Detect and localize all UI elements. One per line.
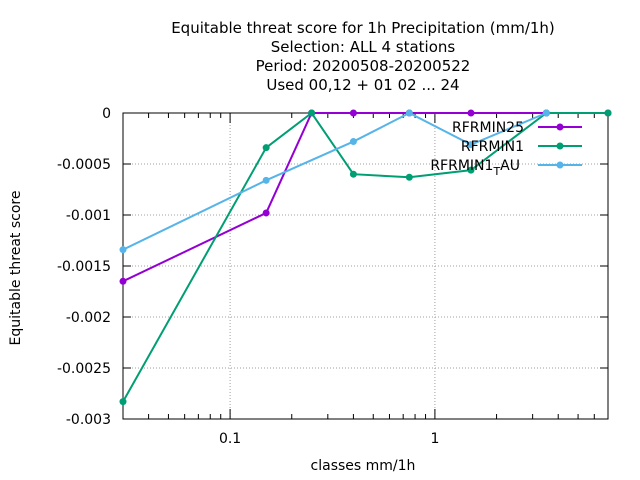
title-line-3: Period: 20200508-20200522 [256, 57, 471, 75]
data-point-1 [467, 166, 475, 174]
legend-sample-marker [556, 161, 564, 169]
axis-ticks: 0 -0.0005 -0.001 -0.0015 -0.002 -0.0025 -0.003… [57, 106, 608, 447]
data-point-2 [467, 141, 475, 149]
legend-sample-marker [556, 142, 564, 150]
y-tick-label: -0.001 [66, 208, 111, 224]
legend-label-rfrmin1: RFRMIN1 [461, 139, 524, 155]
series-line-2 [122, 111, 547, 251]
data-point-2 [119, 246, 127, 254]
data-point-0 [349, 109, 357, 117]
y-tick-label: -0.0015 [57, 259, 111, 275]
data-point-0 [467, 109, 475, 117]
data-point-2 [405, 109, 413, 117]
title-line-2: Selection: ALL 4 stations [271, 38, 456, 56]
data-point-0 [262, 209, 270, 217]
data-point-1 [349, 170, 357, 178]
data-point-2 [349, 138, 357, 146]
y-tick-label: -0.002 [66, 310, 111, 326]
title-line-4: Used 00,12 + 01 02 ... 24 [266, 76, 459, 94]
legend-label-rfrmin1-t-au: RFRMIN1TAU [430, 158, 520, 178]
title-line-1: Equitable threat score for 1h Precipitat… [171, 19, 555, 37]
legend: RFRMIN25 RFRMIN1 RFRMIN1TAU [430, 120, 582, 178]
data-point-1 [604, 109, 612, 117]
legend-label-main: RFRMIN1 [430, 158, 493, 174]
data-point-1 [262, 144, 270, 152]
legend-sample-marker [556, 123, 564, 131]
series-lines [119, 109, 612, 406]
grid-lines [123, 113, 608, 419]
x-tick-label: 1 [430, 431, 439, 447]
legend-label-subscript: T [492, 165, 500, 178]
series-line-0 [122, 112, 608, 283]
y-tick-label: -0.003 [66, 412, 111, 428]
y-tick-label: -0.0005 [57, 157, 111, 173]
data-point-2 [262, 176, 270, 184]
data-point-2 [542, 109, 550, 117]
y-axis-label: Equitable threat score [8, 191, 24, 346]
legend-label-tail: AU [500, 158, 520, 174]
y-tick-label: -0.0025 [57, 361, 111, 377]
legend-label-rfrmin25: RFRMIN25 [452, 120, 524, 136]
series-line-1 [122, 111, 608, 403]
data-point-0 [119, 277, 127, 285]
data-point-1 [405, 173, 413, 181]
data-point-1 [119, 398, 127, 406]
legend-samples [538, 123, 582, 169]
chart-title: Equitable threat score for 1h Precipitat… [171, 19, 555, 94]
x-axis-label: classes mm/1h [311, 458, 416, 474]
data-point-1 [308, 109, 316, 117]
y-tick-label: 0 [102, 106, 111, 122]
x-tick-label: 0.1 [219, 431, 241, 447]
